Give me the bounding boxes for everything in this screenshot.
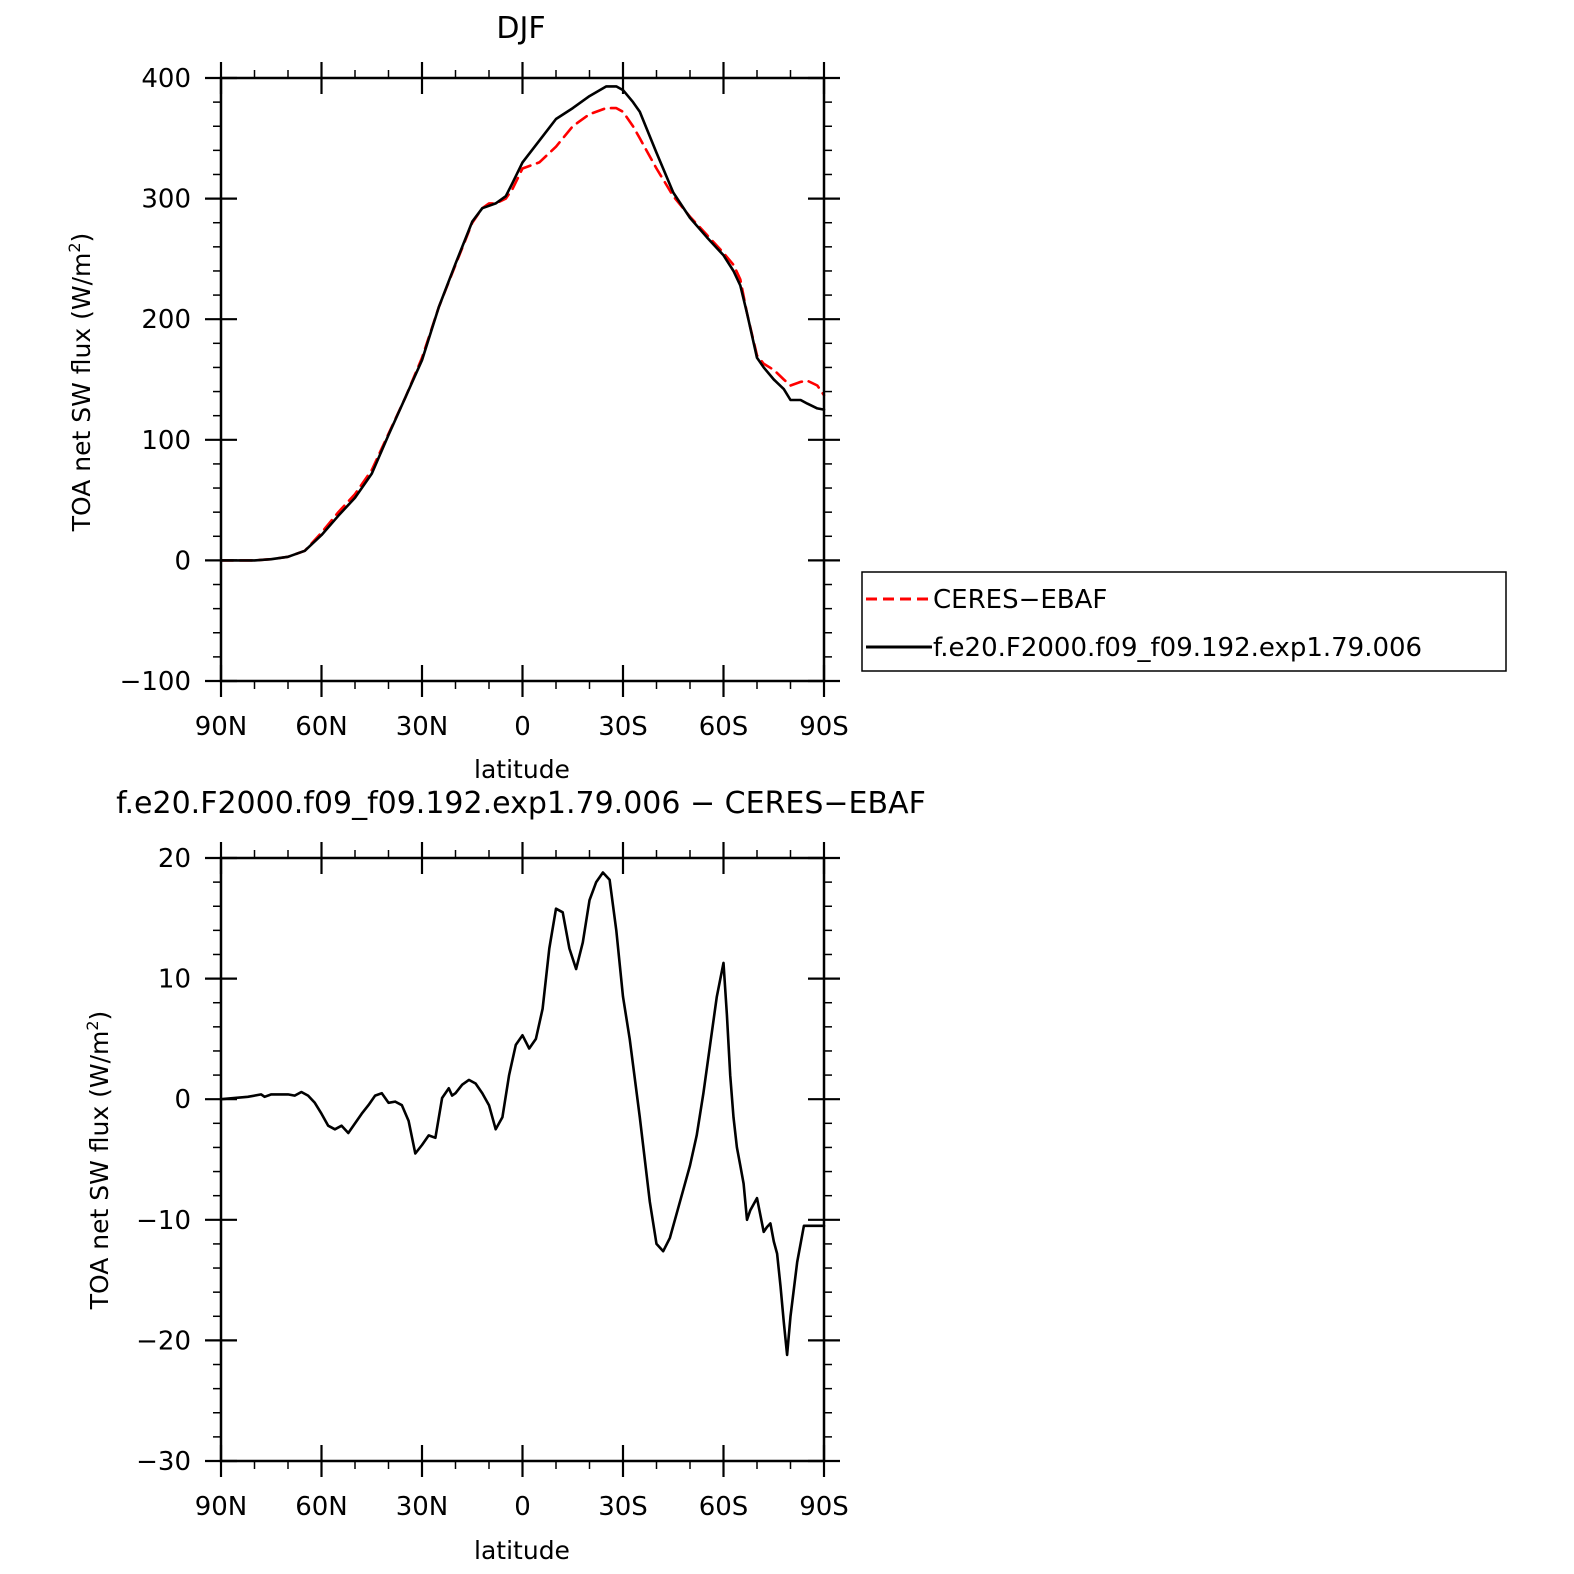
x-tick-label: 30S	[598, 1492, 648, 1522]
x-tick-label: 60N	[295, 712, 348, 742]
x-tick-label: 30N	[396, 712, 449, 742]
top-panel-x-axis-label: latitude	[474, 755, 570, 784]
x-tick-label: 60N	[295, 1492, 348, 1522]
legend-label-model: f.e20.F2000.f09_f09.192.exp1.79.006	[933, 633, 1422, 663]
x-tick-label: 30N	[396, 1492, 449, 1522]
bottom-panel-x-tick-labels: 90N 60N 30N 0 30S 60S 90S	[195, 1492, 849, 1522]
top-panel-y-axis-label-close: )	[67, 233, 96, 243]
y-tick-label: −10	[136, 1206, 191, 1236]
bottom-panel-ticks	[205, 842, 840, 1477]
x-tick-label: 90S	[799, 1492, 849, 1522]
y-tick-label: 0	[174, 546, 191, 576]
x-tick-label: 60S	[699, 712, 749, 742]
bottom-panel-series-layer	[219, 871, 826, 1357]
series-line-1	[219, 85, 826, 562]
top-panel-x-tick-labels: 90N 60N 30N 0 30S 60S 90S	[195, 712, 849, 742]
bottom-panel-y-tick-labels: −30 −20 −10 0 10 20	[136, 844, 191, 1477]
bottom-panel-title: f.e20.F2000.f09_f09.192.exp1.79.006 − CE…	[116, 786, 926, 821]
y-tick-label: 300	[141, 185, 191, 215]
top-panel-series-layer	[219, 85, 826, 562]
x-tick-label: 0	[514, 1492, 531, 1522]
bottom-panel-y-axis-label-close: )	[85, 1011, 114, 1021]
top-panel-legend: CERES−EBAF f.e20.F2000.f09_f09.192.exp1.…	[861, 571, 1507, 672]
bottom-panel-y-axis-label-main: TOA net SW flux (W/m	[85, 1031, 114, 1311]
series-line-0	[219, 106, 826, 562]
y-tick-label: 10	[158, 965, 191, 995]
y-tick-label: −20	[136, 1326, 191, 1356]
y-tick-label: 400	[141, 64, 191, 94]
bottom-panel-y-axis-label-sup: 2	[83, 1020, 102, 1030]
y-tick-label: 20	[158, 844, 191, 874]
bottom-panel-y-axis-label: TOA net SW flux (W/m2)	[83, 1011, 114, 1311]
y-tick-label: 100	[141, 426, 191, 456]
top-panel-y-axis-label: TOA net SW flux (W/m2)	[65, 233, 96, 533]
top-panel-y-axis-label-main: TOA net SW flux (W/m	[67, 253, 96, 533]
y-tick-label: 200	[141, 305, 191, 335]
bottom-panel: f.e20.F2000.f09_f09.192.exp1.79.006 − CE…	[83, 786, 926, 1565]
x-tick-label: 0	[514, 712, 531, 742]
x-tick-label: 60S	[699, 1492, 749, 1522]
x-tick-label: 90S	[799, 712, 849, 742]
y-tick-label: −30	[136, 1447, 191, 1477]
legend-box	[861, 571, 1507, 672]
x-tick-label: 90N	[195, 1492, 248, 1522]
top-panel-y-tick-labels: −100 0 100 200 300 400	[120, 64, 191, 697]
y-tick-label: 0	[174, 1085, 191, 1115]
y-tick-label: −100	[120, 667, 191, 697]
bottom-panel-frame	[219, 856, 826, 1463]
bottom-panel-x-axis-label: latitude	[474, 1536, 570, 1565]
top-panel-y-axis-label-sup: 2	[65, 242, 84, 252]
top-panel-ticks	[205, 62, 840, 697]
top-panel-title: DJF	[496, 11, 545, 46]
x-tick-label: 30S	[598, 712, 648, 742]
series-line-0	[219, 871, 826, 1357]
x-tick-label: 90N	[195, 712, 248, 742]
legend-label-ceres-ebaf: CERES−EBAF	[933, 585, 1107, 615]
